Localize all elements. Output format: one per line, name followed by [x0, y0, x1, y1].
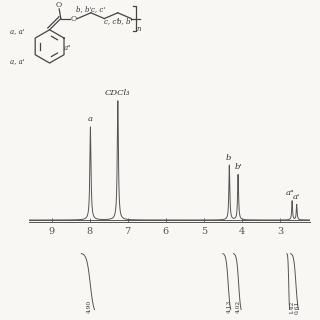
- Text: O: O: [71, 14, 77, 22]
- Text: a": a": [286, 189, 295, 197]
- Text: CDCl₃: CDCl₃: [105, 89, 131, 97]
- Text: n: n: [137, 25, 141, 33]
- Text: c, c': c, c': [104, 17, 118, 25]
- Text: 1.42: 1.42: [290, 300, 295, 314]
- Text: a: a: [88, 116, 93, 124]
- Text: 4.90: 4.90: [87, 300, 92, 314]
- Text: a": a": [64, 44, 71, 52]
- Text: 4.02: 4.02: [236, 300, 241, 314]
- Text: b, b': b, b': [76, 5, 92, 13]
- Text: b': b': [234, 163, 242, 171]
- Text: b: b: [226, 154, 231, 162]
- Text: O: O: [55, 1, 61, 9]
- Text: b, b': b, b': [117, 17, 132, 25]
- Text: c, c': c, c': [91, 5, 105, 13]
- Text: 4.13: 4.13: [227, 300, 232, 314]
- Text: a, a': a, a': [10, 57, 25, 65]
- Text: a, a': a, a': [10, 27, 25, 35]
- Text: a': a': [293, 193, 300, 201]
- Text: 0.61: 0.61: [294, 300, 299, 314]
